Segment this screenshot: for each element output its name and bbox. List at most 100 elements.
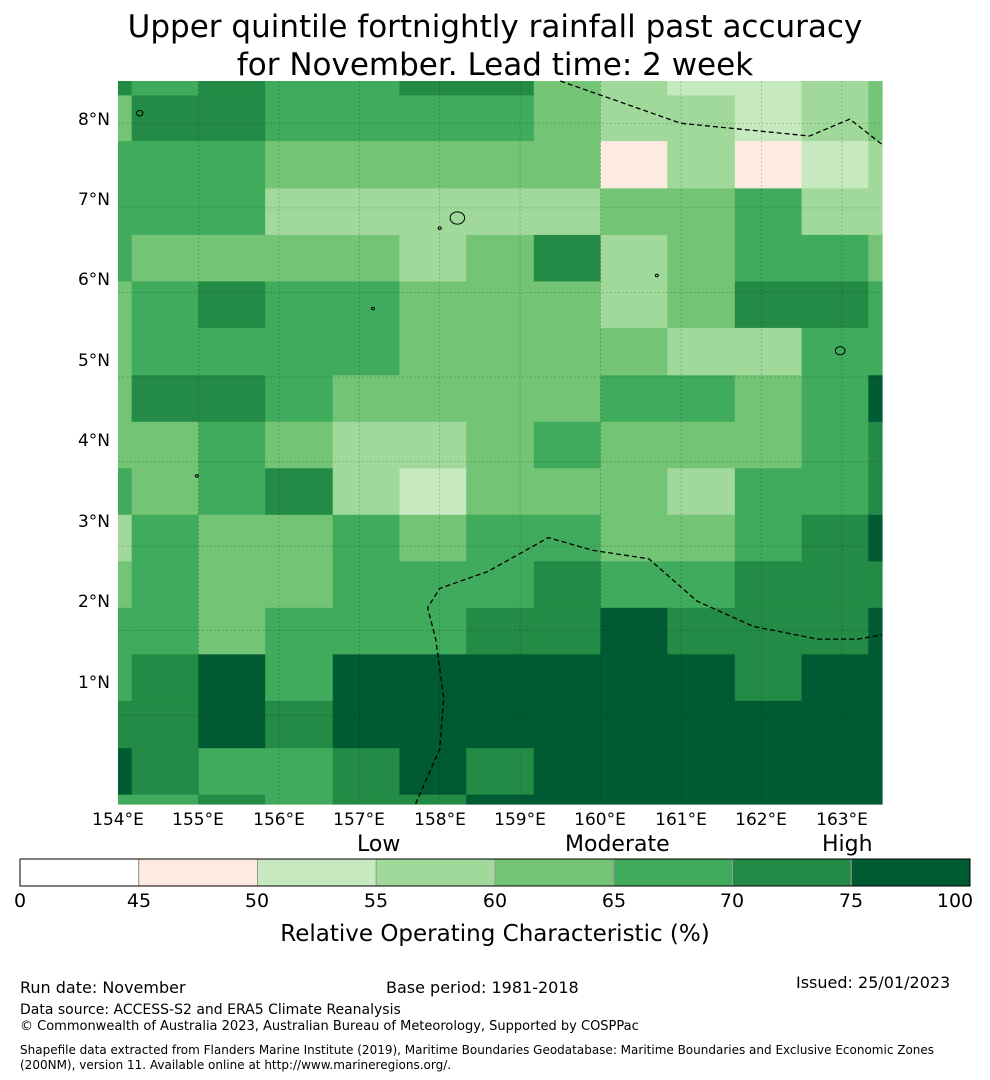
lon-label-156e: 156°E [253, 810, 305, 830]
island-outline [449, 211, 466, 225]
roc-cell [118, 794, 133, 805]
category-label-high: High [822, 832, 873, 857]
roc-cell [533, 375, 602, 423]
roc-cell [734, 421, 803, 469]
roc-cell [868, 81, 883, 96]
lat-label-2n: 2°N [77, 592, 110, 612]
roc-cell [734, 375, 803, 423]
colorbar-swatch [19, 858, 140, 887]
roc-cell [198, 561, 266, 609]
roc-cell [131, 327, 200, 376]
roc-cell [198, 654, 266, 702]
roc-cell [131, 95, 200, 142]
roc-cell [734, 81, 803, 96]
roc-cell [600, 281, 668, 329]
roc-cell [667, 234, 736, 283]
roc-cell [801, 748, 869, 796]
roc-cell [466, 514, 535, 562]
roc-cell [399, 141, 467, 189]
roc-cell [533, 607, 602, 655]
roc-cell [868, 327, 883, 376]
roc-cell [667, 561, 736, 609]
roc-cell [118, 81, 133, 96]
roc-cell [868, 514, 883, 562]
roc-cell [118, 514, 133, 562]
roc-cell [667, 794, 736, 805]
roc-cell [332, 468, 401, 516]
roc-cell [734, 794, 803, 805]
roc-cell [801, 188, 869, 236]
roc-cell [265, 281, 334, 329]
roc-cell [801, 700, 869, 749]
roc-cell [868, 188, 883, 236]
roc-cell [131, 748, 200, 796]
eez-boundary-north [560, 80, 883, 145]
roc-cell [667, 327, 736, 376]
roc-cell [533, 421, 602, 469]
colorbar-swatch [494, 858, 615, 887]
roc-cell [466, 561, 535, 609]
roc-cell [533, 81, 602, 96]
roc-cell [466, 748, 535, 796]
roc-cell [332, 748, 401, 796]
roc-cell [198, 188, 266, 236]
lon-label-158e: 158°E [414, 810, 466, 830]
roc-cell [667, 188, 736, 236]
roc-cell [131, 561, 200, 609]
roc-cell [332, 375, 401, 423]
roc-cell [600, 700, 668, 749]
roc-cell [399, 327, 467, 376]
category-label-low: Low [357, 832, 401, 857]
roc-cell [600, 794, 668, 805]
lon-label-163e: 163°E [816, 810, 868, 830]
roc-cell [801, 607, 869, 655]
island-outline [194, 474, 199, 478]
roc-cell [868, 421, 883, 469]
roc-cell [868, 607, 883, 655]
colorbar-tick-0: 0 [13, 890, 27, 912]
roc-cell [600, 327, 668, 376]
island-outline [135, 109, 144, 117]
roc-cell [466, 95, 535, 142]
roc-cell [399, 81, 467, 96]
roc-cell [734, 468, 803, 516]
graticule [118, 81, 882, 804]
roc-cell [600, 95, 668, 142]
roc-cell [118, 327, 133, 376]
shapefile-credit: Shapefile data extracted from Flanders M… [20, 1043, 935, 1072]
roc-cell [399, 468, 467, 516]
roc-cell [399, 700, 467, 749]
roc-cell [801, 234, 869, 283]
roc-cell [667, 468, 736, 516]
roc-cell [118, 561, 133, 609]
roc-cell [265, 421, 334, 469]
roc-cell [801, 794, 869, 805]
roc-cell [466, 468, 535, 516]
lon-label-154e: 154°E [92, 810, 144, 830]
roc-cell [265, 748, 334, 796]
roc-cell [399, 654, 467, 702]
roc-cell [198, 748, 266, 796]
island-outline [370, 306, 375, 311]
roc-cell [332, 81, 401, 96]
roc-cell [466, 188, 535, 236]
eez-boundaries [415, 80, 883, 805]
roc-cell [399, 421, 467, 469]
roc-cell [801, 375, 869, 423]
roc-cell [734, 561, 803, 609]
colorbar-tick-45: 45 [126, 890, 152, 912]
roc-cell [198, 514, 266, 562]
roc-cell [265, 95, 334, 142]
roc-cell [734, 281, 803, 329]
roc-cell [868, 700, 883, 749]
base-period: Base period: 1981-2018 [386, 978, 579, 997]
roc-cell [131, 700, 200, 749]
roc-cell [118, 748, 133, 796]
lon-label-160e: 160°E [574, 810, 626, 830]
island-outline [437, 226, 442, 230]
roc-cell [533, 95, 602, 142]
roc-cell [265, 514, 334, 562]
roc-cell [332, 607, 401, 655]
island-outline [654, 273, 659, 278]
roc-cell [198, 375, 266, 423]
